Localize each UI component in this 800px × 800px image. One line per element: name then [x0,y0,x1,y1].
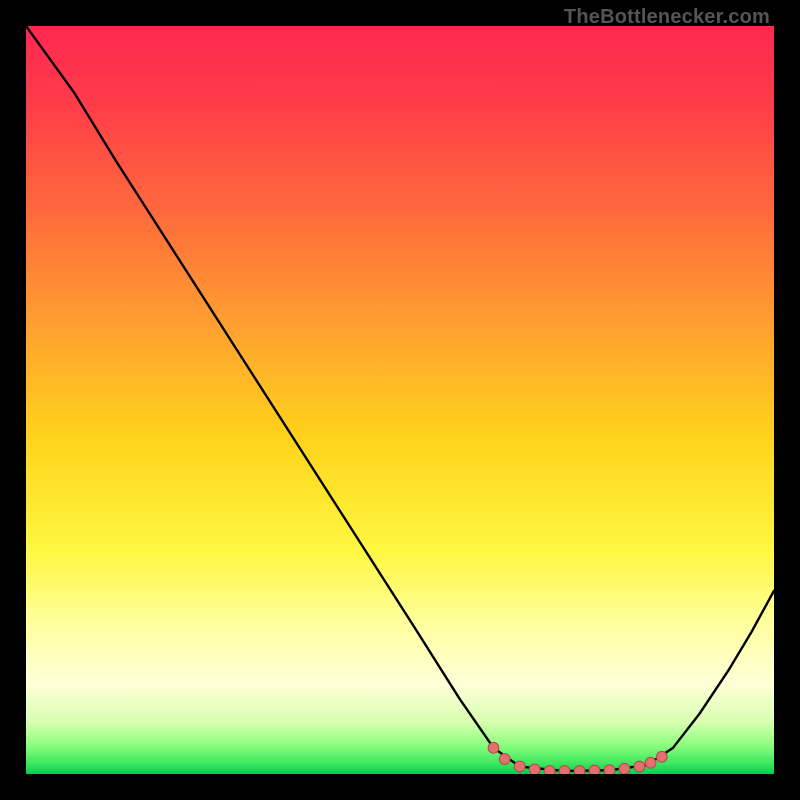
curve-marker [514,761,525,772]
curve-marker [656,751,667,762]
curve-marker [544,766,555,774]
curve-marker [589,765,600,774]
chart-area [26,26,774,774]
curve-marker [574,766,585,774]
curve-marker [529,764,540,774]
chart-background [26,26,774,774]
curve-marker [634,761,645,772]
curve-marker [619,763,630,774]
curve-marker [499,754,510,765]
curve-marker [604,765,615,774]
curve-marker [488,742,499,753]
curve-marker [645,757,656,768]
chart-svg [26,26,774,774]
curve-marker [559,766,570,774]
